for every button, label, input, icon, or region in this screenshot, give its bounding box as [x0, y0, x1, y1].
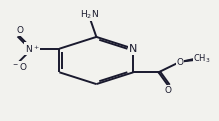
Text: O: O — [16, 26, 23, 35]
Text: N: N — [129, 44, 138, 54]
Text: $^-$O: $^-$O — [11, 61, 27, 72]
Text: O: O — [176, 57, 183, 67]
Text: H$_2$N: H$_2$N — [80, 8, 99, 21]
Text: O: O — [164, 86, 171, 95]
Text: CH$_3$: CH$_3$ — [193, 53, 210, 65]
Text: O: O — [200, 53, 207, 62]
Text: N$^+$: N$^+$ — [25, 43, 39, 55]
